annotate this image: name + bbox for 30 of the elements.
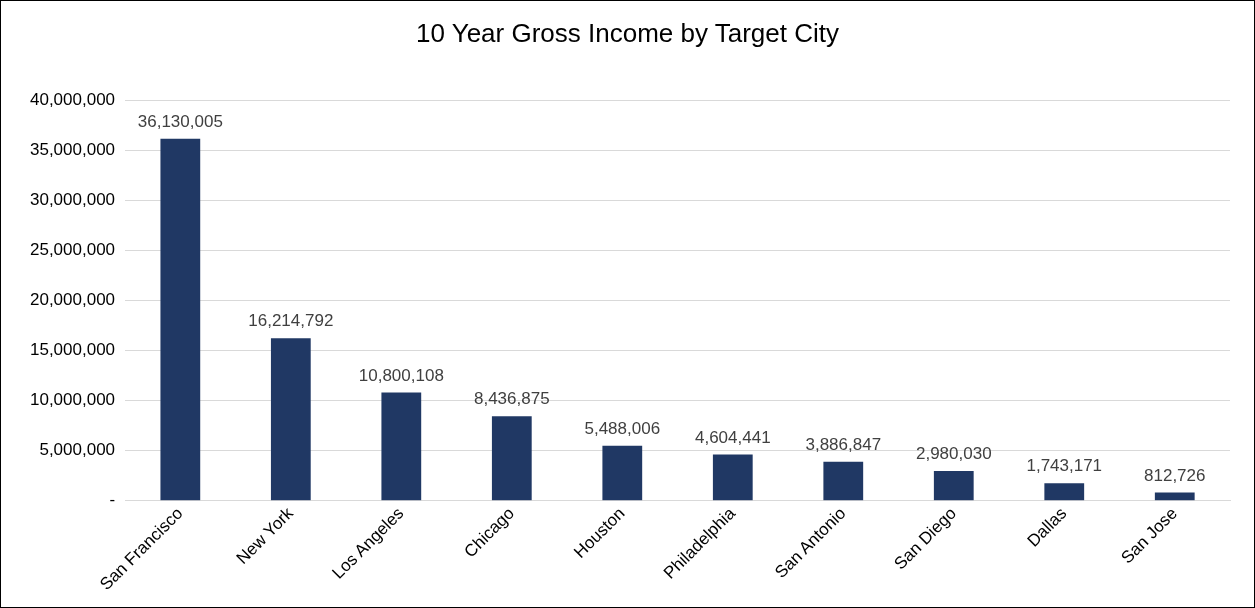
data-label: 1,743,171 (1026, 456, 1103, 476)
bar (491, 416, 532, 501)
data-label: 5,488,006 (584, 418, 661, 438)
data-label: 3,886,847 (805, 434, 882, 454)
y-tick-label: 10,000,000 (29, 390, 116, 410)
bar (712, 454, 753, 501)
bar (933, 470, 974, 501)
bar (602, 445, 643, 501)
y-tick-label: - (109, 490, 116, 510)
bar (823, 461, 864, 501)
chart-title: 10 Year Gross Income by Target City (415, 18, 840, 49)
data-label: 8,436,875 (473, 389, 550, 409)
data-label: 812,726 (1144, 465, 1206, 485)
bar (160, 138, 201, 501)
y-tick-label: 35,000,000 (29, 139, 116, 159)
y-tick-label: 15,000,000 (29, 340, 116, 360)
y-tick-label: 30,000,000 (29, 189, 116, 209)
bar (270, 338, 311, 501)
data-label: 16,214,792 (248, 311, 334, 331)
data-label: 2,980,030 (915, 444, 992, 464)
data-label: 36,130,005 (137, 111, 223, 131)
y-tick-label: 5,000,000 (39, 440, 116, 460)
bar (381, 392, 422, 501)
y-tick-label: 40,000,000 (29, 89, 116, 109)
data-label: 4,604,441 (694, 427, 771, 447)
y-tick-label: 25,000,000 (29, 239, 116, 259)
bar (1044, 483, 1085, 501)
bar (1154, 492, 1195, 501)
y-tick-label: 20,000,000 (29, 290, 116, 310)
data-label: 10,800,108 (358, 365, 444, 385)
